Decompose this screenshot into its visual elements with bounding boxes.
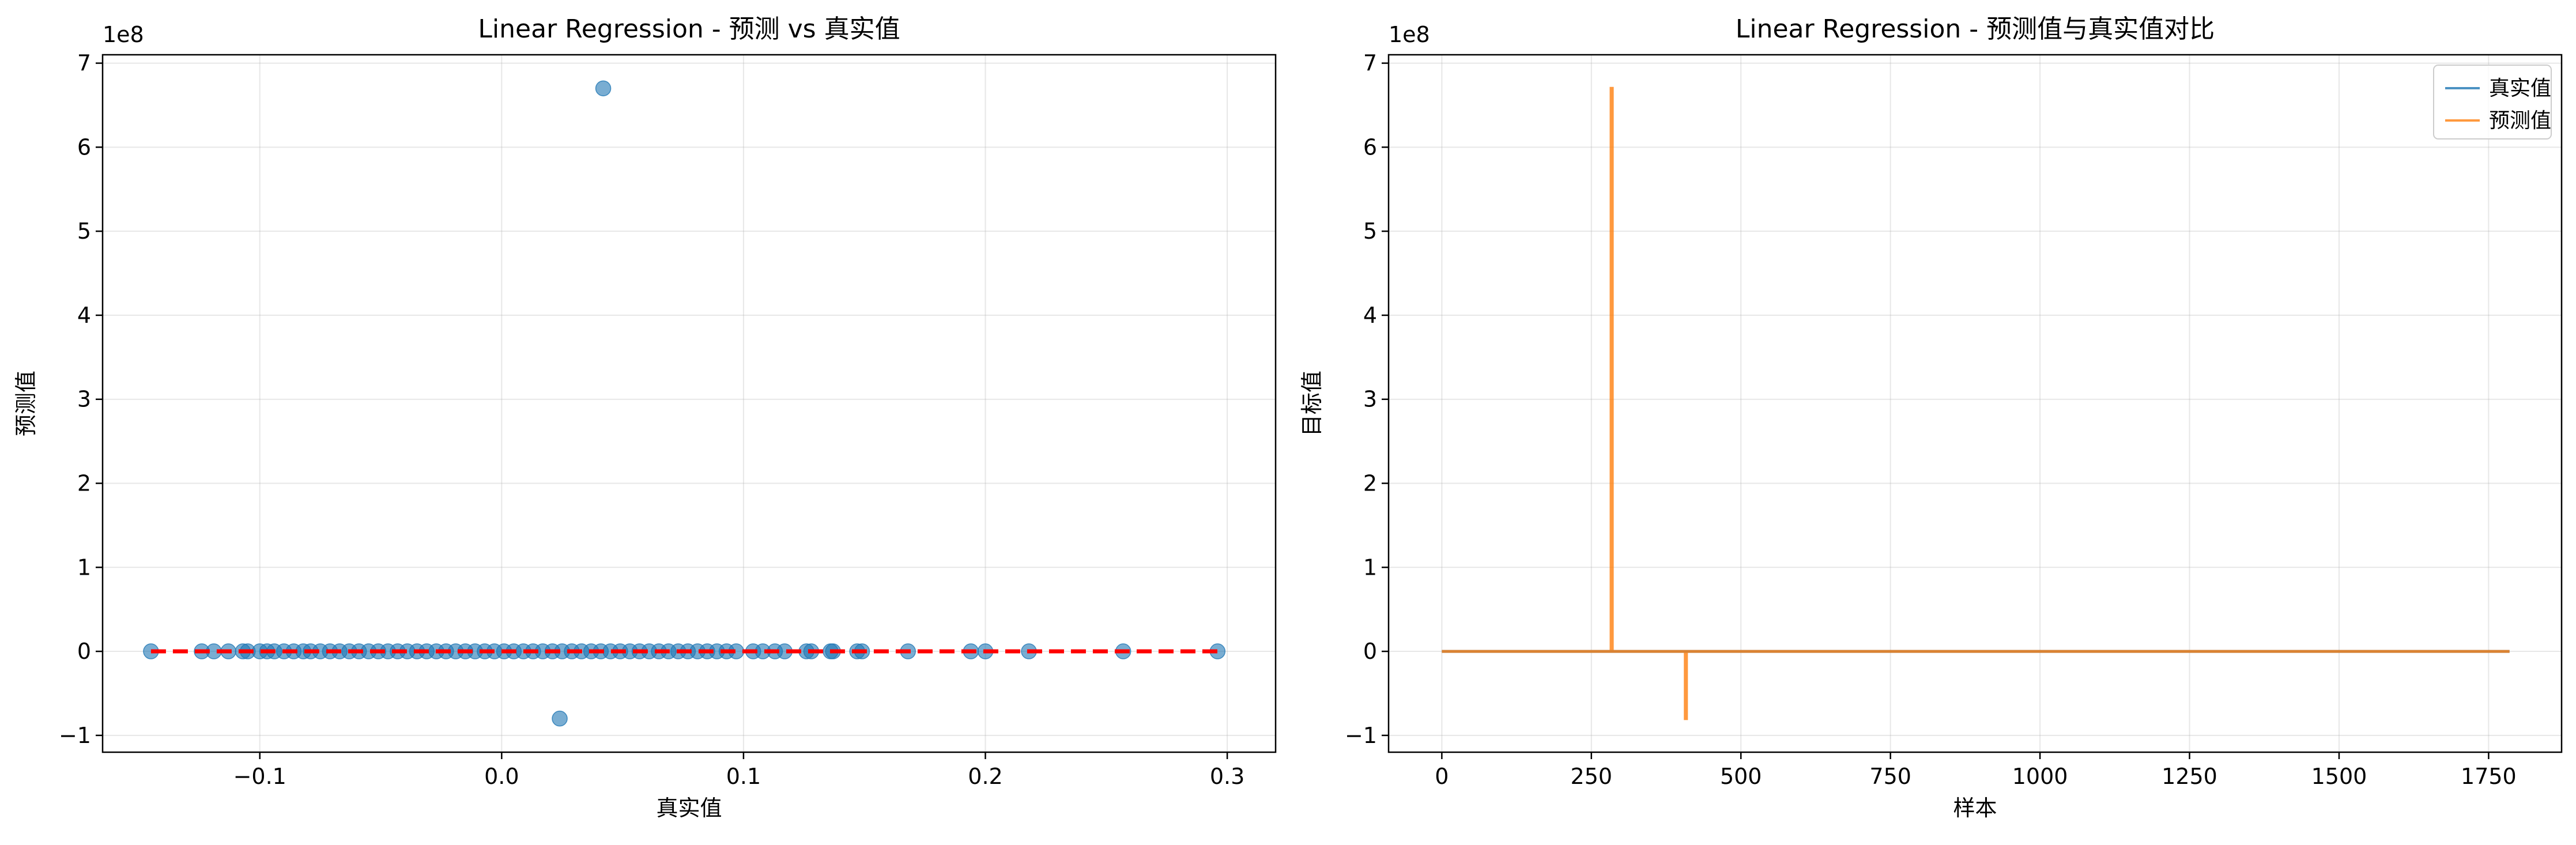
comparison-x-tick-label: 0 (1435, 764, 1449, 789)
comparison-x-tick-label: 1500 (2311, 764, 2367, 789)
comparison-x-tick-label: 250 (1571, 764, 1613, 789)
comparison-title: Linear Regression - 预测值与真实值对比 (1736, 14, 2215, 44)
comparison-marks (1442, 86, 2510, 720)
comparison-axes-frame (1387, 54, 2563, 753)
scatter-y-tick-label: 2 (77, 470, 91, 496)
scatter-grid (103, 55, 1276, 752)
comparison-y-tick-label: 0 (1363, 639, 1377, 664)
comparison-y-tick-label: 3 (1363, 387, 1377, 412)
comparison-x-tick-label: 750 (1869, 764, 1911, 789)
scatter-y-tick-label: 7 (77, 51, 91, 76)
comparison-panel: 0 250 500 750 1000 1250 1500 1750 −1 0 1 2 3 4 5 6 7 Lin… (1299, 14, 2563, 821)
comparison-y-axis-label: 目标值 (1299, 371, 1325, 436)
comparison-y-offset-label: 1e8 (1389, 22, 1430, 47)
comparison-y-tick-label: 1 (1363, 554, 1377, 580)
scatter-x-tick-label: 0.3 (1210, 764, 1244, 789)
scatter-x-tick-label: 0.1 (726, 764, 761, 789)
comparison-x-tick-label: 500 (1720, 764, 1762, 789)
scatter-marks (143, 80, 1226, 727)
scatter-point (552, 710, 568, 727)
comparison-x-tick-label: 1000 (2012, 764, 2068, 789)
scatter-y-tick-label: −1 (59, 723, 91, 748)
scatter-ticks: −0.1 0.0 0.1 0.2 0.3 −1 0 1 2 3 4 5 6 7 (59, 51, 1244, 789)
legend-label-true-values: 真实值 (2489, 77, 2551, 100)
comparison-x-axis-label: 样本 (1953, 795, 1997, 821)
comparison-y-tick-label: −1 (1345, 723, 1377, 748)
scatter-y-axis-label: 预测值 (13, 371, 39, 436)
comparison-y-tick-label: 6 (1363, 134, 1377, 160)
comparison-y-tick-label: 5 (1363, 218, 1377, 244)
scatter-y-tick-label: 0 (77, 639, 91, 664)
scatter-y-tick-label: 5 (77, 218, 91, 244)
comparison-y-tick-label: 7 (1363, 51, 1377, 76)
scatter-x-tick-label: −0.1 (233, 764, 286, 789)
scatter-point (595, 80, 612, 97)
comparison-x-tick-label: 1250 (2162, 764, 2217, 789)
scatter-title: Linear Regression - 预测 vs 真实值 (478, 14, 900, 44)
scatter-x-tick-label: 0.2 (968, 764, 1002, 789)
scatter-y-tick-label: 6 (77, 134, 91, 160)
comparison-legend: 真实值 预测值 (2433, 65, 2552, 139)
comparison-y-tick-label: 2 (1363, 470, 1377, 496)
scatter-axes-frame (101, 54, 1277, 753)
comparison-y-tick-label: 4 (1363, 303, 1377, 328)
scatter-y-offset-label: 1e8 (103, 22, 144, 47)
comparison-x-tick-label: 1750 (2461, 764, 2517, 789)
scatter-panel: −0.1 0.0 0.1 0.2 0.3 −1 0 1 2 3 4 5 6 7 Linear Regres… (13, 14, 1277, 821)
legend-label-predicted-values: 预测值 (2489, 109, 2551, 133)
scatter-y-tick-label: 1 (77, 554, 91, 580)
comparison-ticks: 0 250 500 750 1000 1250 1500 1750 −1 0 1 2 3 4 5 6 7 (1345, 51, 2517, 789)
scatter-y-tick-label: 4 (77, 303, 91, 328)
scatter-y-tick-label: 3 (77, 387, 91, 412)
scatter-x-axis-label: 真实值 (656, 795, 722, 821)
scatter-x-tick-label: 0.0 (484, 764, 519, 789)
series-line-predicted-values (1442, 86, 2510, 720)
